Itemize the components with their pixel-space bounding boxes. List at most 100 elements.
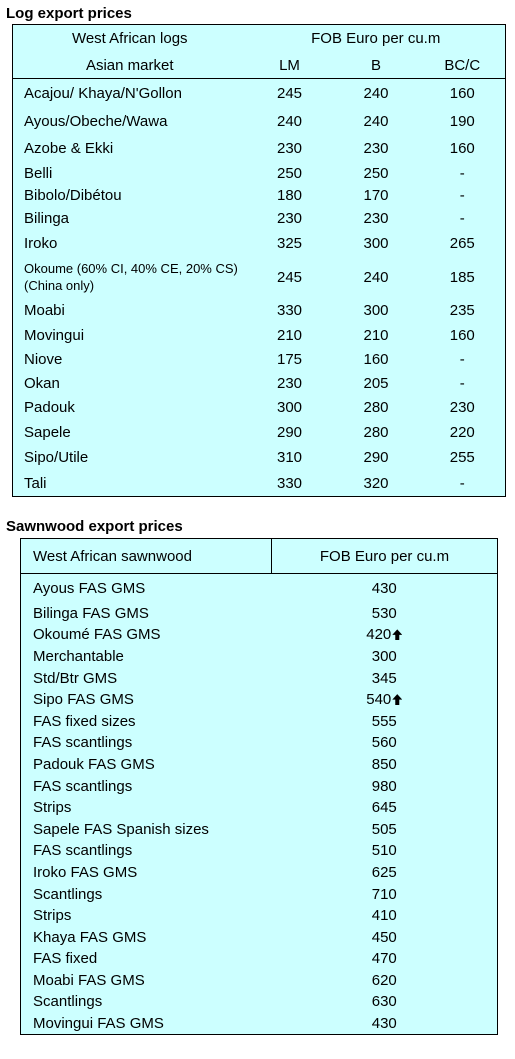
log-row: Bibolo/Dibétou 180 170 -	[13, 185, 506, 207]
price-cell: 160	[363, 351, 389, 368]
price-cell: 170	[363, 187, 389, 204]
price-cell: 265	[449, 234, 475, 252]
header-row: Asian market LM B BC/C	[12, 52, 506, 79]
log-row: Padouk 300 280 230	[13, 396, 506, 420]
price-cell: 300	[363, 302, 389, 319]
sawnwood-row: Sipo FAS GMS 540	[21, 689, 498, 711]
price-cell: 450	[272, 926, 498, 948]
species-cell: Ayous/Obeche/Wawa	[24, 112, 168, 130]
price-cell: 345	[272, 667, 498, 689]
price-cell: 620	[272, 970, 498, 992]
price-cell: 175	[276, 351, 303, 368]
price-cell: 240	[363, 112, 389, 130]
price: 300	[371, 647, 397, 665]
product-cell: Strips	[33, 907, 72, 925]
price-cell: -	[459, 351, 465, 368]
sawnwood-table: West African sawnwood FOB Euro per cu.m …	[20, 538, 498, 1035]
price-cell: 245	[276, 84, 303, 102]
price: 560	[371, 734, 397, 752]
header-cell: B	[332, 52, 420, 79]
price-cell: 325	[276, 234, 303, 252]
header-cell: BC/C	[419, 52, 506, 79]
price-cell: 230	[276, 375, 303, 392]
product-cell: Iroko FAS GMS	[33, 863, 138, 881]
log-row: Okoume (60% CI, 40% CE, 20% CS) (China o…	[13, 256, 506, 299]
sawnwood-row: Moabi FAS GMS 620	[21, 970, 498, 992]
sawnwood-row: Khaya FAS GMS 450	[21, 926, 498, 948]
price-cell: 310	[276, 449, 303, 466]
price-cell: 250	[363, 164, 389, 182]
price-cell: 160	[449, 326, 475, 344]
price: 630	[371, 993, 397, 1011]
sawnwood-title: Sawnwood export prices	[6, 518, 183, 535]
price: 345	[371, 669, 397, 687]
species-cell: Movingui	[24, 326, 85, 344]
log-row: Movingui 210 210 160	[13, 323, 506, 348]
log-table: West African logs FOB Euro per cu.m Asia…	[12, 24, 507, 497]
log-row: Okan 230 205 -	[13, 372, 506, 396]
sawnwood-row: FAS fixed sizes 555	[21, 710, 498, 732]
price-cell: 540	[272, 689, 498, 711]
price: 430	[371, 1014, 397, 1032]
price-cell: 185	[449, 268, 475, 286]
price-cell: 630	[272, 991, 498, 1013]
price-cell: -	[459, 187, 465, 204]
sawnwood-row: Ayous FAS GMS 430	[21, 574, 498, 603]
price: 980	[371, 777, 397, 795]
product-cell: Movingui FAS GMS	[33, 1014, 164, 1032]
sawnwood-body: West African sawnwood FOB Euro per cu.m …	[20, 538, 498, 1035]
sawnwood-row: Sapele FAS Spanish sizes 505	[21, 818, 498, 840]
price-cell: -	[459, 164, 465, 182]
up-arrow-icon	[392, 629, 403, 641]
price-cell: 560	[272, 732, 498, 754]
product-cell: Std/Btr GMS	[33, 669, 118, 687]
sawnwood-row: FAS scantlings 510	[21, 840, 498, 862]
price-cell: 230	[363, 210, 389, 227]
price-cell: 230	[276, 139, 303, 157]
price-cell: 470	[272, 948, 498, 970]
price-cell: -	[459, 210, 465, 227]
price-cell: 410	[272, 905, 498, 927]
log-row: Belli 250 250 -	[13, 162, 506, 185]
product-cell: Khaya FAS GMS	[33, 928, 147, 946]
log-row: Tali 330 320 -	[13, 471, 506, 497]
price-cell: 555	[272, 710, 498, 732]
price-cell: 625	[272, 862, 498, 884]
log-body: West African logs FOB Euro per cu.m Asia…	[12, 25, 506, 497]
product-cell: Strips	[33, 799, 72, 817]
product-cell: Bilinga FAS GMS	[33, 604, 149, 622]
price-cell: 250	[276, 164, 303, 182]
sawnwood-row: FAS scantlings 560	[21, 732, 498, 754]
log-row: Niove 175 160 -	[13, 348, 506, 372]
price-cell: 330	[276, 302, 303, 319]
header-cell: FOB Euro per cu.m	[271, 538, 498, 574]
sawnwood-row: FAS fixed 470	[21, 948, 498, 970]
price-cell: 290	[276, 423, 303, 441]
sawnwood-row: Okoumé FAS GMS 420	[21, 624, 498, 646]
sawnwood-row: Strips 410	[21, 905, 498, 927]
log-row: Acajou/ Khaya/N'Gollon 245 240 160	[13, 79, 506, 108]
species-cell: Sipo/Utile	[24, 449, 89, 466]
price-cell: 210	[276, 326, 303, 344]
price-cell: 245	[276, 268, 303, 286]
product-cell: Padouk FAS GMS	[33, 755, 155, 773]
sawnwood-row: Bilinga FAS GMS 530	[21, 603, 498, 625]
price-cell: 300	[276, 399, 303, 416]
price-cell: 190	[449, 112, 475, 130]
price-cell: 255	[449, 449, 475, 466]
price-cell: 280	[363, 423, 389, 441]
price-cell: 160	[449, 139, 475, 157]
species-cell: Moabi	[24, 302, 65, 319]
header-cell: West African logs	[71, 30, 188, 48]
price-cell: 230	[276, 210, 303, 227]
price: 620	[371, 971, 397, 989]
price-cell: 320	[363, 474, 389, 492]
price: 645	[371, 799, 397, 817]
price: 430	[371, 579, 397, 597]
species-cell: Padouk	[24, 399, 75, 416]
price-cell: 180	[276, 187, 303, 204]
price-cell: 240	[276, 112, 303, 130]
header-cell: Asian market	[12, 52, 247, 79]
log-row: Bilinga 230 230 -	[13, 207, 506, 231]
price-cell: 240	[363, 268, 389, 286]
